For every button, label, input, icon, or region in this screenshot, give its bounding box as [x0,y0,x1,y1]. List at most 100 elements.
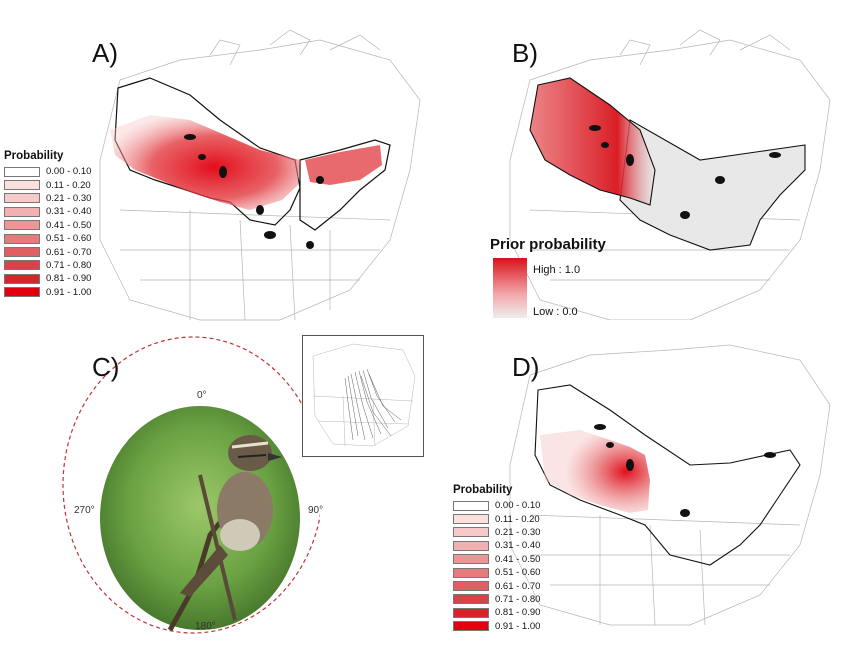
map-d-svg [509,344,831,626]
range-outline-d [534,384,801,566]
bird-icon [167,435,282,632]
range-outline-a [114,77,301,226]
panel-b-map [470,20,850,320]
legend-swatch [4,180,40,191]
compass-west-label: 270° [74,505,95,516]
legend-swatch [453,554,489,565]
legend-label: 0.31 - 0.40 [46,206,92,218]
legend-row: 0.00 - 0.10 [453,499,540,512]
legend-label: 0.00 - 0.10 [495,500,541,512]
flight-tracks-inset [302,335,424,457]
probability-surface-a [110,115,300,210]
lakes-b [589,125,781,219]
legend-swatch [4,273,40,284]
legend-row: 0.21 - 0.30 [4,192,91,205]
legend-label: 0.71 - 0.80 [46,259,92,271]
panel-d-label: D) [512,352,540,382]
legend-row: 0.61 - 0.70 [4,245,91,258]
legend-swatch [4,220,40,231]
legend-row: 0.91 - 1.00 [4,286,91,299]
legend-label: 0.31 - 0.40 [495,540,541,552]
legend-label: 0.81 - 0.90 [46,273,92,285]
legend-label: 0.11 - 0.20 [495,513,540,525]
legend-label: 0.81 - 0.90 [495,607,541,619]
legend-row: 0.61 - 0.70 [453,579,540,592]
legend-row: 0.41 - 0.50 [4,219,91,232]
legend-label: 0.61 - 0.70 [46,246,92,258]
prior-legend-title: Prior probability [490,236,606,253]
legend-a-title: Probability [4,150,64,162]
legend-swatch [453,500,489,511]
map-a-svg [99,29,421,321]
legend-swatch [4,206,40,217]
legend-label: 0.51 - 0.60 [46,233,92,245]
map-a-basemap [99,29,421,321]
map-d-basemap [509,344,831,626]
compass-south-label: 180° [195,621,216,632]
legend-row: 0.21 - 0.30 [453,526,540,539]
legend-swatch [4,233,40,244]
legend-label: 0.11 - 0.20 [46,179,91,191]
legend-swatch [4,193,40,204]
legend-row: 0.51 - 0.60 [453,566,540,579]
legend-row: 0.81 - 0.90 [4,272,91,285]
legend-label: 0.21 - 0.30 [46,192,92,204]
legend-row: 0.00 - 0.10 [4,165,91,178]
legend-d: Probability 0.00 - 0.10 0.11 - 0.20 0.21 -… [453,484,540,633]
orientation-ellipse [62,336,320,634]
compass-north-label: 0° [197,390,207,401]
legend-row: 0.51 - 0.60 [4,232,91,245]
panel-c-label: C) [92,352,120,382]
legend-swatch [453,527,489,538]
legend-row: 0.31 - 0.40 [4,205,91,218]
legend-swatch [453,621,489,632]
panel-b-label: B) [512,38,538,68]
legend-label: 0.00 - 0.10 [46,166,92,178]
legend-swatch [4,166,40,177]
legend-row: 0.31 - 0.40 [453,539,540,552]
legend-swatch [453,581,489,592]
legend-row: 0.11 - 0.20 [4,178,91,191]
legend-label: 0.41 - 0.50 [46,219,92,231]
prior-high-region-b [529,77,656,206]
legend-swatch [453,567,489,578]
inset-basemap [312,343,416,447]
legend-label: 0.91 - 1.00 [46,286,92,298]
legend-swatch [453,514,489,525]
legend-d-title: Probability [453,484,513,496]
compass-east-label: 90° [308,505,324,516]
legend-d-rows: 0.00 - 0.10 0.11 - 0.20 0.21 - 0.30 0.31 - … [453,499,540,633]
legend-row: 0.81 - 0.90 [453,606,540,619]
prior-gradient-bar [493,258,527,318]
inset-map-svg [312,343,416,447]
legend-label: 0.21 - 0.30 [495,526,541,538]
legend-a: Probability 0.00 - 0.10 0.11 - 0.20 0.21 -… [4,150,91,299]
legend-row: 0.71 - 0.80 [4,259,91,272]
bird-orientation-svg [62,336,320,634]
panel-c-bird-photo [60,335,320,635]
legend-swatch [4,287,40,298]
lakes-d [594,424,776,517]
panel-a-map [60,20,440,330]
legend-label: 0.71 - 0.80 [495,593,541,605]
legend-swatch [4,247,40,258]
legend-row: 0.91 - 1.00 [453,620,540,633]
panel-a-label: A) [92,38,118,68]
probability-surface-d [540,430,650,513]
legend-label: 0.51 - 0.60 [495,567,541,579]
legend-swatch [453,594,489,605]
lakes-a [184,134,324,249]
legend-row: 0.11 - 0.20 [453,512,540,525]
legend-swatch [453,540,489,551]
legend-a-rows: 0.00 - 0.10 0.11 - 0.20 0.21 - 0.30 0.31 - … [4,165,91,299]
legend-label: 0.61 - 0.70 [495,580,541,592]
map-b-svg [509,29,831,320]
prior-low-label: Low : 0.0 [533,306,578,318]
legend-swatch [4,260,40,271]
flight-tracks [344,368,402,441]
legend-row: 0.41 - 0.50 [453,553,540,566]
legend-label: 0.91 - 1.00 [495,620,541,632]
probability-surface-a-east [305,145,382,185]
legend-row: 0.71 - 0.80 [453,593,540,606]
panel-d-map [470,335,850,635]
